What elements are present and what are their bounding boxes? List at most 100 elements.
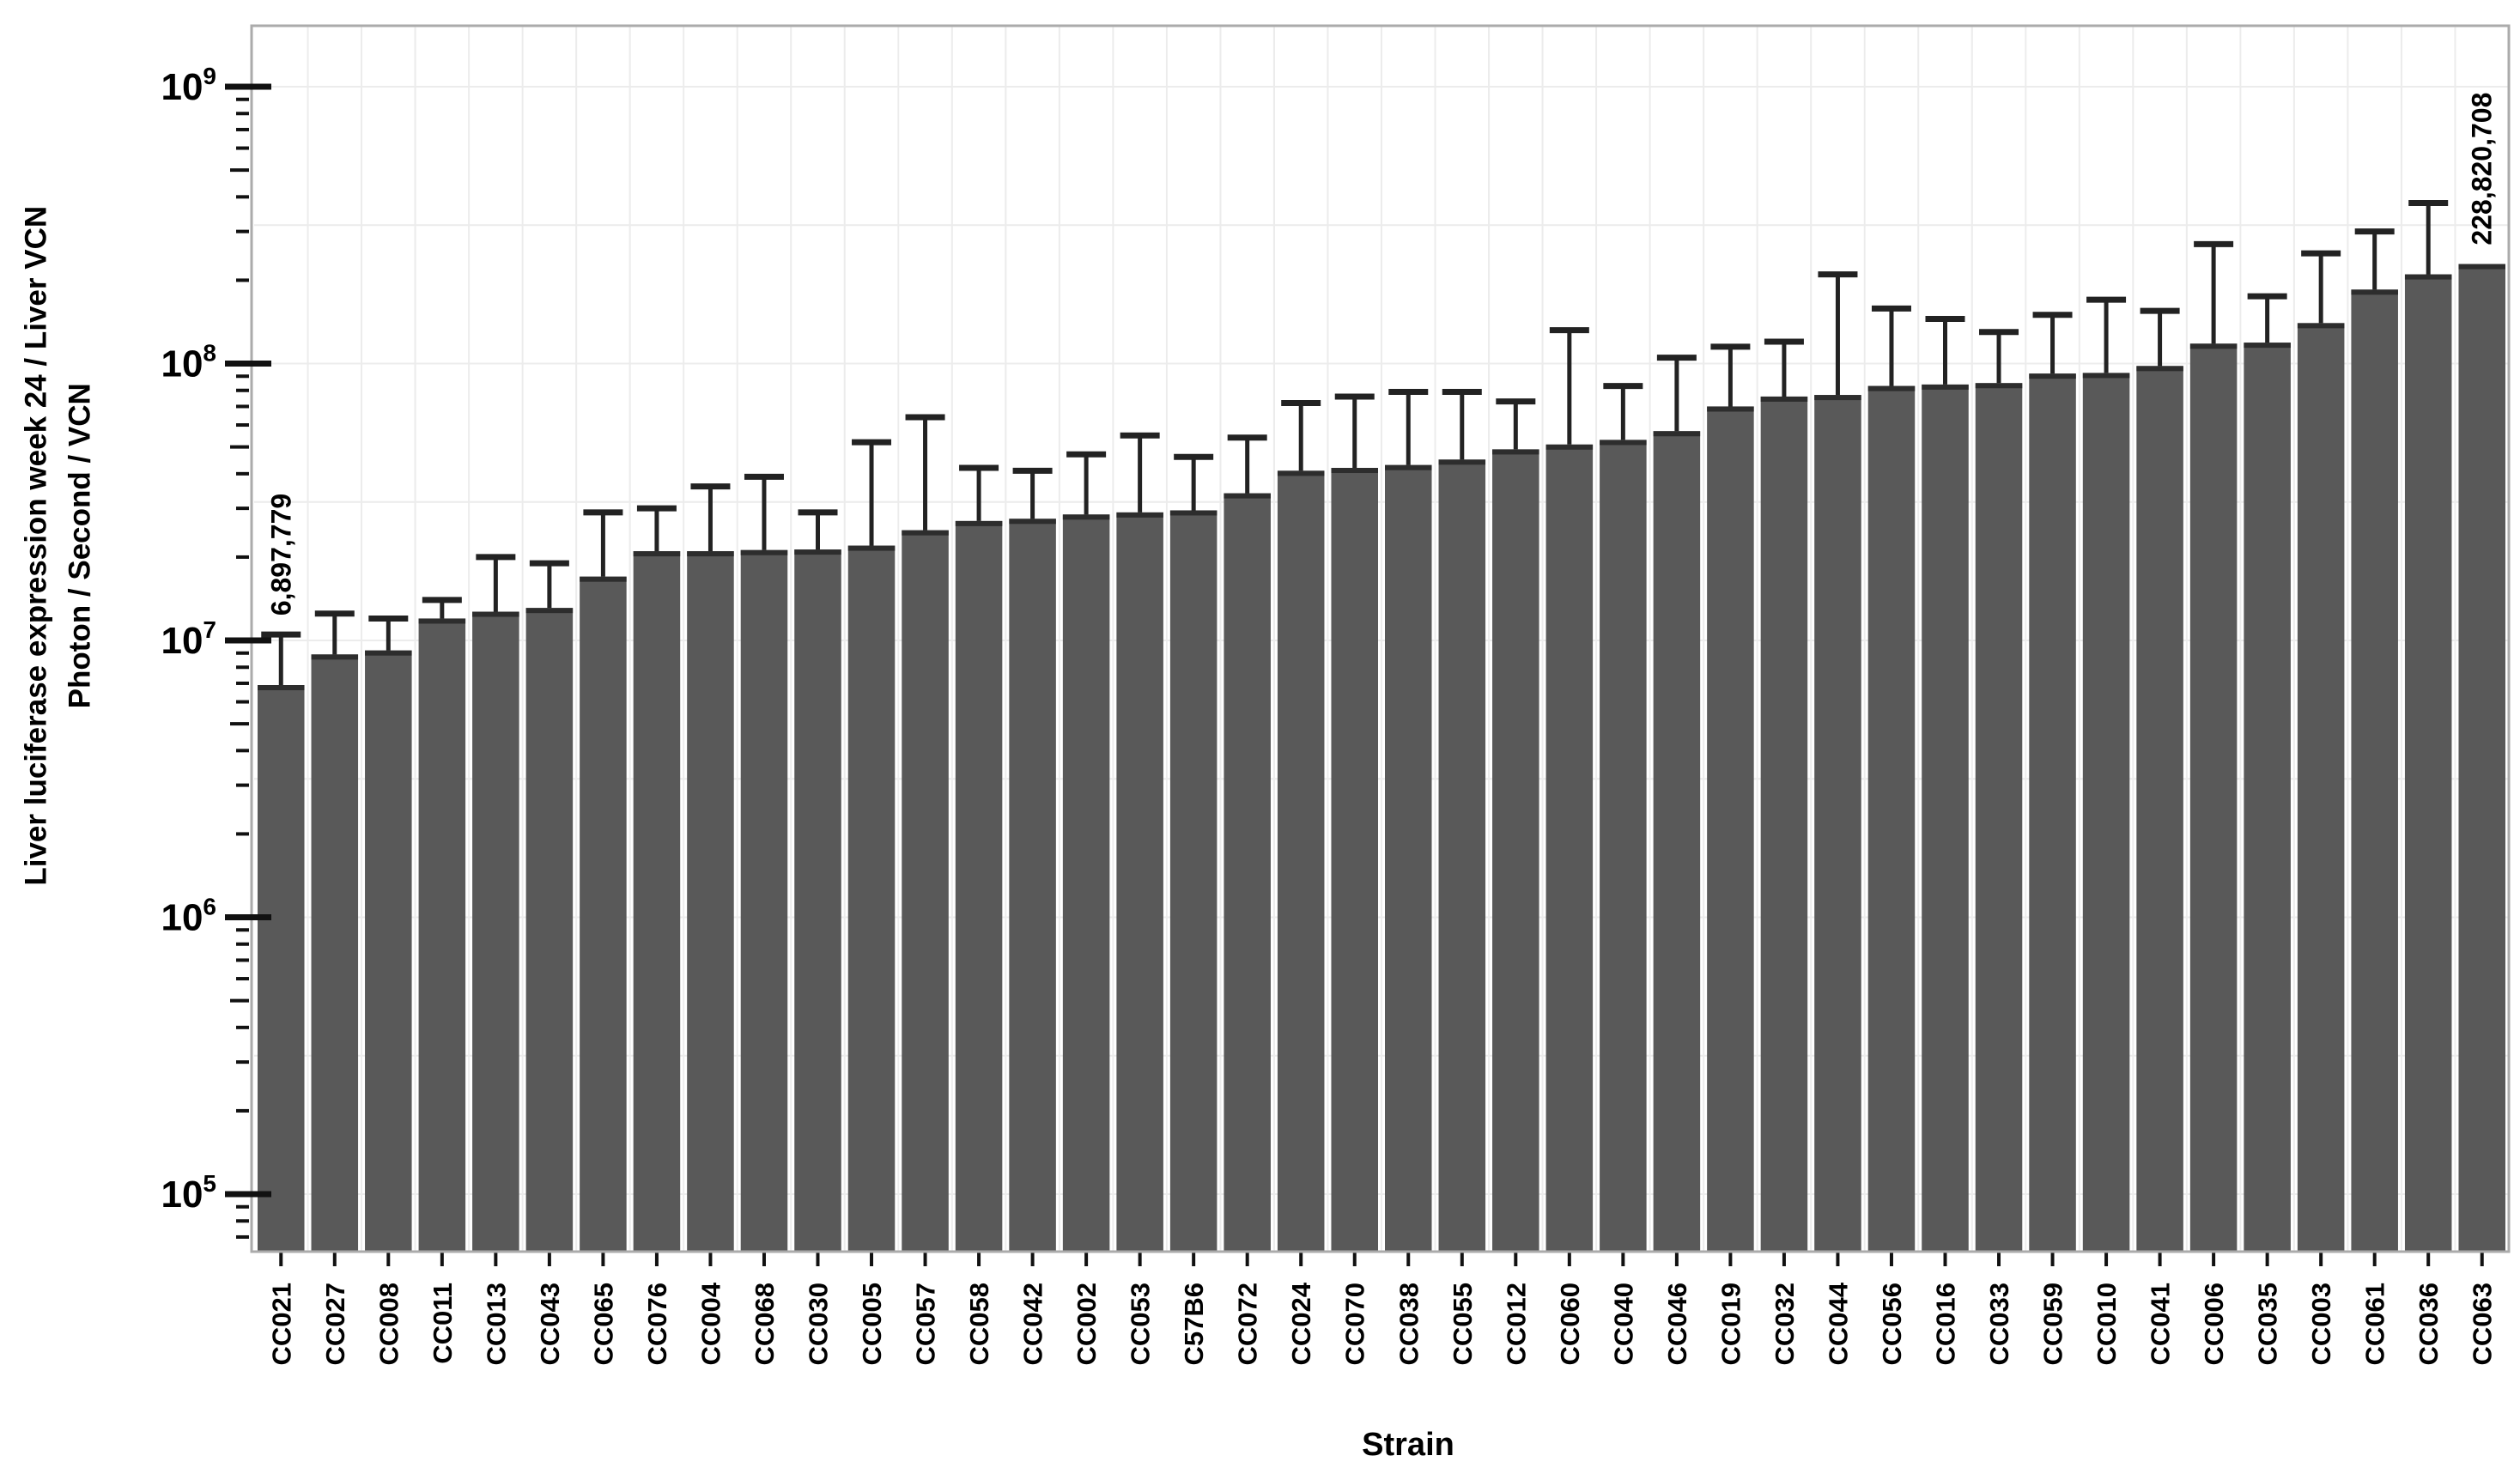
bar-top-edge-CC011 [418, 618, 466, 624]
bar-top-edge-CC008 [365, 650, 412, 656]
bar-top-edge-CC060 [1545, 444, 1594, 450]
bar-top-edge-CC021 [258, 685, 305, 691]
x-axis-title: Strain [1362, 1427, 1454, 1463]
bar-top-edge-CC072 [1224, 493, 1271, 499]
x-tick-label-CC076: CC076 [642, 1283, 672, 1366]
bar-top-edge-CC033 [1975, 383, 2023, 389]
bar-CC004 [687, 551, 734, 1251]
y-tick-label-1e7: 107 [161, 616, 216, 662]
bar-CC068 [740, 549, 788, 1251]
x-tick-label-CC019: CC019 [1715, 1283, 1746, 1366]
bar-CC032 [1760, 396, 1808, 1251]
bar-top-edge-CC061 [2351, 289, 2398, 295]
bar-CC053 [1116, 512, 1163, 1251]
x-tick-label-CC010: CC010 [2092, 1283, 2122, 1366]
bar-top-edge-CC016 [1922, 384, 1969, 390]
bar-top-edge-CC012 [1492, 449, 1539, 455]
bar-top-edge-CC044 [1814, 395, 1861, 401]
bar-CC076 [633, 551, 681, 1251]
bar-CC012 [1492, 449, 1539, 1251]
bar-top-edge-CC070 [1331, 468, 1378, 474]
bar-top-edge-CC065 [580, 576, 627, 582]
bar-top-edge-CC068 [740, 549, 788, 555]
bar-CC060 [1545, 444, 1594, 1251]
bar-CC056 [1867, 385, 1916, 1252]
y-tick-label-1e5: 105 [161, 1170, 216, 1216]
bar-top-edge-CC057 [902, 530, 949, 536]
bar-CC005 [847, 545, 896, 1251]
x-tick-label-CC065: CC065 [588, 1283, 618, 1366]
bar-CC038 [1385, 464, 1432, 1251]
x-tick-label-CC012: CC012 [1501, 1283, 1531, 1366]
annotation-CC063: 228,820,708 [2467, 93, 2498, 246]
bar-top-edge-CC076 [633, 551, 681, 557]
x-tick-label-CC068: CC068 [750, 1283, 780, 1366]
bar-top-edge-CC002 [1062, 514, 1110, 520]
bar-CC024 [1277, 470, 1325, 1251]
bar-CC003 [2297, 323, 2345, 1251]
x-tick-label-CC035: CC035 [2253, 1283, 2283, 1366]
bar-CC043 [525, 608, 574, 1251]
x-tick-label-CC036: CC036 [2414, 1283, 2444, 1366]
bar-CC035 [2244, 343, 2291, 1251]
x-tick-label-CC057: CC057 [911, 1283, 941, 1366]
bar-top-edge-CC005 [847, 545, 896, 551]
bar-top-edge-CC006 [2189, 343, 2238, 349]
bar-CC063 [2458, 264, 2505, 1251]
x-tick-label-CC070: CC070 [1340, 1283, 1370, 1366]
bar-top-edge-CC036 [2404, 274, 2452, 280]
y-tick-label-1e6: 106 [161, 894, 216, 939]
bar-top-edge-CC032 [1760, 396, 1808, 402]
bar-CC006 [2189, 343, 2238, 1251]
x-tick-label-CC011: CC011 [428, 1283, 458, 1364]
x-tick-label-CC030: CC030 [804, 1283, 834, 1366]
bar-CC042 [1009, 519, 1056, 1251]
bar-CC036 [2404, 274, 2452, 1252]
x-tick-label-CC055: CC055 [1448, 1283, 1478, 1366]
bar-CC019 [1707, 406, 1754, 1251]
y-tick-label-1e9: 109 [161, 63, 216, 108]
bar-top-edge-CC058 [955, 520, 1003, 526]
bar-top-edge-CC055 [1438, 459, 1486, 465]
bar-top-edge-CC038 [1385, 464, 1432, 470]
x-tick-label-CC063: CC063 [2468, 1283, 2498, 1366]
bar-CC030 [794, 549, 841, 1251]
bar-CC055 [1438, 459, 1486, 1251]
bar-CC021 [258, 685, 305, 1251]
bar-CC002 [1062, 514, 1110, 1251]
bar-top-edge-CC024 [1277, 470, 1325, 476]
bar-top-edge-CC053 [1116, 512, 1163, 518]
x-tick-label-CC046: CC046 [1662, 1283, 1692, 1366]
x-tick-label-CC016: CC016 [1931, 1283, 1961, 1366]
y-axis-title-line1: Liver luciferase expression week 24 / Li… [19, 205, 53, 886]
x-tick-label-C57B6: C57B6 [1179, 1283, 1209, 1366]
x-tick-label-CC027: CC027 [320, 1283, 350, 1366]
x-tick-label-CC006: CC006 [2199, 1283, 2229, 1366]
bar-CC046 [1653, 431, 1701, 1251]
y-axis-title-line2: Photon / Second / VCN [63, 383, 96, 709]
annotation-CC021: 6,897,779 [265, 494, 296, 616]
bar-CC013 [472, 611, 519, 1251]
y-tick-label-1e8: 108 [161, 340, 216, 385]
bar-top-edge-CC041 [2136, 366, 2183, 372]
x-tick-label-CC021: CC021 [266, 1283, 296, 1366]
x-tick-label-CC004: CC004 [695, 1282, 726, 1365]
bar-CC061 [2351, 289, 2398, 1251]
bar-CC072 [1224, 493, 1271, 1251]
x-tick-label-CC032: CC032 [1770, 1283, 1800, 1366]
x-tick-label-CC072: CC072 [1233, 1283, 1263, 1366]
x-tick-label-CC053: CC053 [1126, 1283, 1156, 1366]
x-tick-label-CC005: CC005 [857, 1283, 887, 1366]
bar-CC033 [1975, 383, 2023, 1251]
x-tick-label-CC061: CC061 [2360, 1283, 2390, 1366]
bar-CC040 [1600, 440, 1647, 1251]
bar-C57B6 [1169, 510, 1217, 1251]
bar-top-edge-CC004 [687, 551, 734, 557]
bar-top-edge-CC027 [311, 654, 359, 660]
bar-top-edge-CC056 [1867, 385, 1916, 391]
bar-top-edge-CC042 [1009, 519, 1056, 525]
bar-CC058 [955, 520, 1003, 1251]
x-tick-label-CC044: CC044 [1823, 1282, 1853, 1365]
